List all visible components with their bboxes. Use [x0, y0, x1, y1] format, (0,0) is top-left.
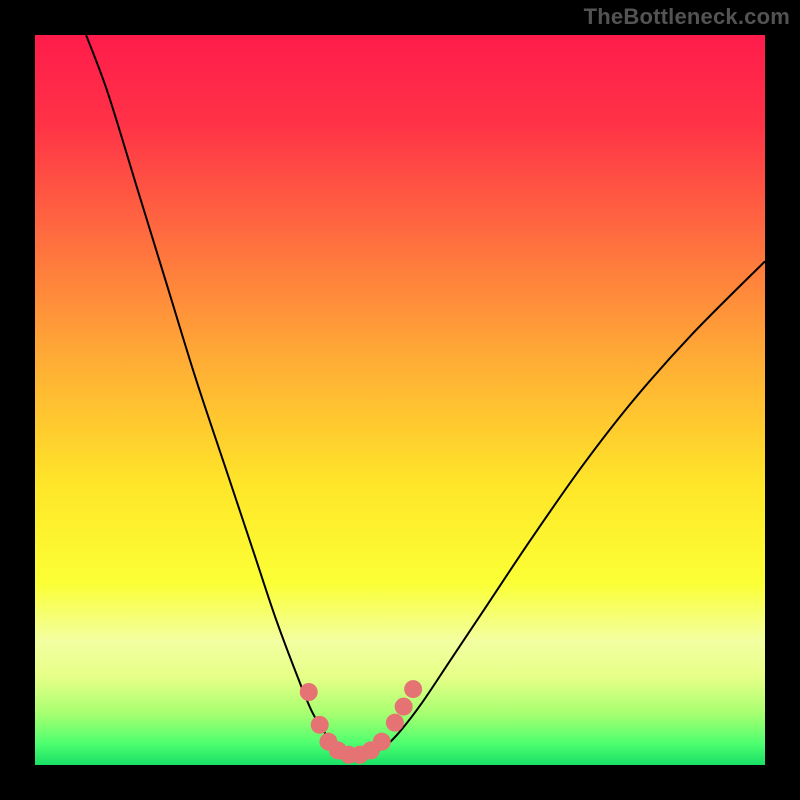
watermark-text: TheBottleneck.com [584, 4, 790, 30]
data-marker [300, 683, 318, 701]
data-marker [395, 698, 413, 716]
data-marker [404, 680, 422, 698]
data-marker [373, 733, 391, 751]
chart-svg [0, 0, 800, 800]
plot-background [35, 35, 765, 765]
data-marker [386, 714, 404, 732]
chart-canvas: TheBottleneck.com [0, 0, 800, 800]
data-marker [311, 716, 329, 734]
